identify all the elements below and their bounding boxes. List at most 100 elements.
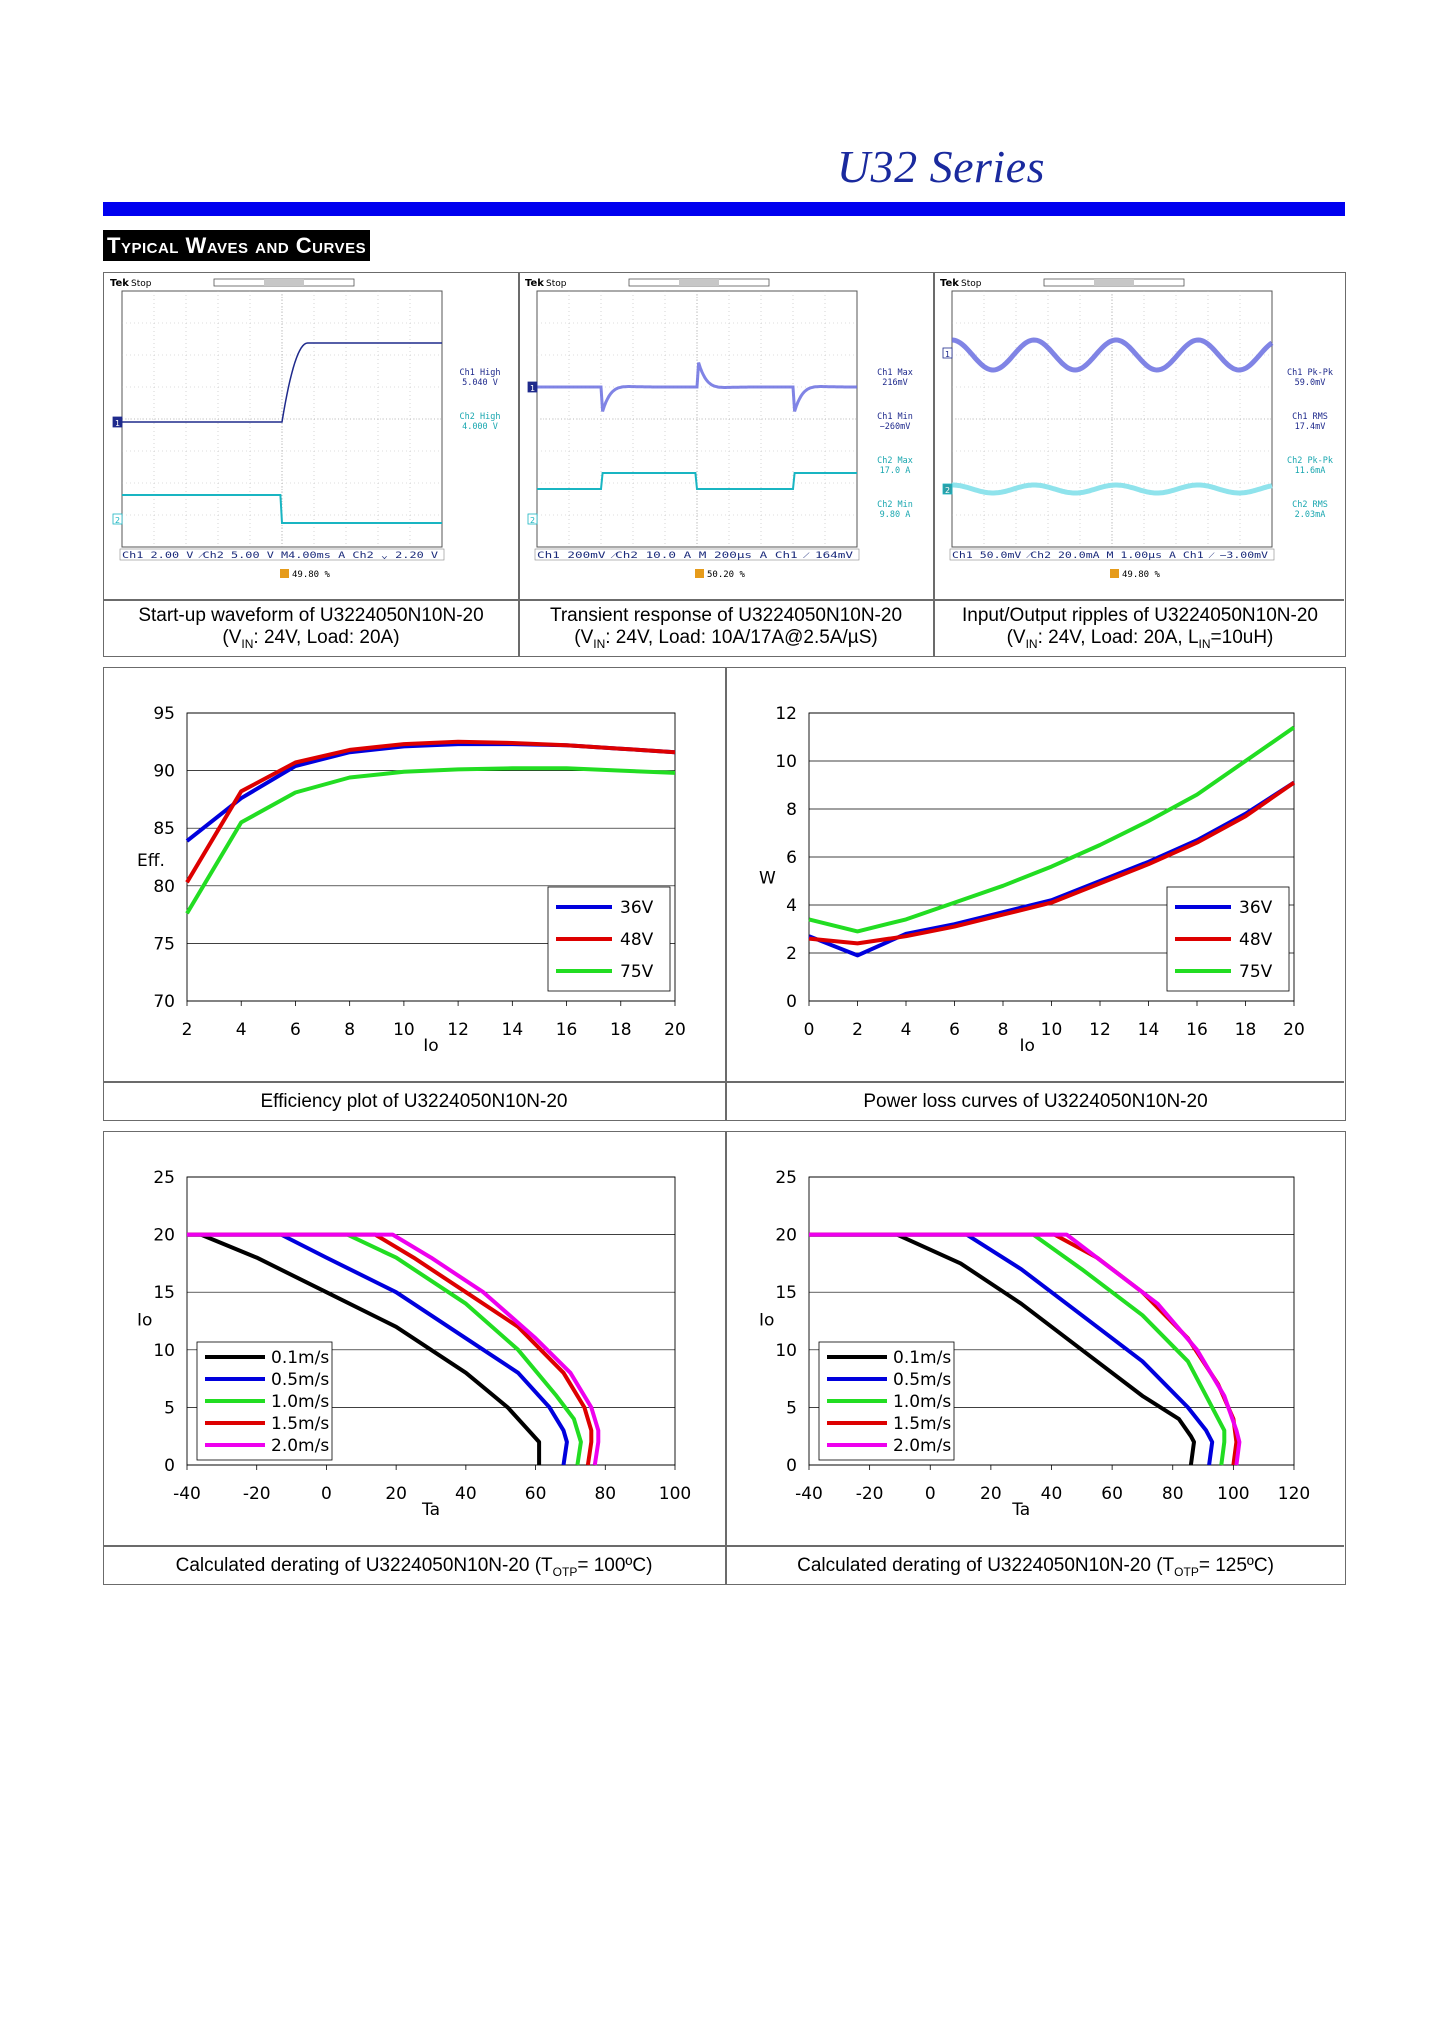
chart-series-line	[809, 1232, 1196, 1466]
chart-xtick-label: 14	[502, 1020, 524, 1040]
chart-legend-label: 1.5m/s	[893, 1414, 951, 1434]
chart-xtick-label: 18	[1235, 1020, 1257, 1040]
chart-series-line	[808, 725, 1296, 934]
scope-readout-label: Ch1 Min	[877, 412, 913, 422]
scope-readout-label: Ch2 RMS	[1292, 500, 1328, 510]
chart-xtick-label: 10	[1041, 1020, 1063, 1040]
chart-xtick-label: 4	[236, 1020, 247, 1040]
header-rule	[103, 202, 1345, 216]
chart-xtick-label: -40	[795, 1484, 823, 1504]
chart-xtick-label: 18	[610, 1020, 632, 1040]
chart-series-line	[187, 1232, 601, 1466]
derating-caption-rule	[104, 1545, 1344, 1547]
scope-status-text: Ch1 200mV ⁄Ch2 10.0 A M 200µs A Ch1 ⁄ 16…	[537, 551, 853, 561]
scope-caption-rule	[104, 599, 1344, 601]
chart-xtick-label: 20	[980, 1484, 1002, 1504]
chart-xtick-label: -40	[173, 1484, 201, 1504]
chart-plot-area	[186, 712, 676, 1002]
scope-readout-label: Ch2 High	[460, 412, 501, 422]
chart-series-line	[185, 742, 676, 843]
chart-xtick-label: 120	[1278, 1484, 1310, 1504]
chart-xtick-label: 0	[321, 1484, 332, 1504]
chart-ytick-label: 75	[153, 934, 175, 954]
chart-xtick-label: 20	[664, 1020, 686, 1040]
section-heading: Typical Waves and Curves	[103, 230, 371, 261]
chart-legend-label: 2.0m/s	[271, 1436, 329, 1456]
scope-readout-label: Ch1 Max	[877, 368, 913, 378]
chart-x-axis-label: Io	[423, 1036, 438, 1056]
chart-series-line	[187, 1232, 583, 1466]
chart-xtick-label: 8	[344, 1020, 355, 1040]
scope-ch1-trace	[122, 342, 442, 423]
chart-xtick-label: 100	[1217, 1484, 1249, 1504]
caption-startup-line1: Start-up waveform of U3224050N10N-20	[138, 605, 484, 626]
scope-readout-label: Ch1 RMS	[1292, 412, 1328, 422]
caption-transient-line1: Transient response of U3224050N10N-20	[549, 605, 903, 626]
scope-readout-value: 216mV	[882, 378, 908, 388]
caption-ripple: Input/Output ripples of U3224050N10N-20 …	[934, 605, 1346, 655]
scope-ch2-marker	[112, 513, 123, 525]
derating-divider	[725, 1132, 727, 1584]
scope-status-bar	[949, 548, 1275, 561]
chart-xtick-label: 40	[455, 1484, 477, 1504]
chart-x-axis-label: Io	[1020, 1036, 1035, 1056]
chart-xtick-label: 16	[1186, 1020, 1208, 1040]
scope-ch1-marker-label: 1	[530, 384, 535, 393]
chart-legend-label: 0.5m/s	[271, 1370, 329, 1390]
scope-readout-value: 11.6mA	[1295, 466, 1326, 476]
chart-xtick-label: 12	[1089, 1020, 1111, 1040]
chart-xtick-label: 60	[1101, 1484, 1123, 1504]
scope-ch1-marker	[942, 347, 953, 359]
chart-legend-label: 1.5m/s	[271, 1414, 329, 1434]
scope-readout-value: 17.4mV	[1295, 422, 1326, 432]
chart-xtick-label: -20	[856, 1484, 884, 1504]
scope-state-label: Stop	[546, 279, 567, 289]
chart-legend-label: 0.5m/s	[893, 1370, 951, 1390]
derating-125-chart: 0 5 10 15 20 25 -40 -20 0 20 40 60 80 100 120 Ta Io 0.1m/…	[759, 1168, 1310, 1520]
caption-transient: Transient response of U3224050N10N-20 (V…	[519, 605, 933, 655]
chart-legend-label: 0.1m/s	[893, 1348, 951, 1368]
chart-xtick-label: 60	[525, 1484, 547, 1504]
scope-record-window	[264, 279, 304, 286]
scope-tek-label: Tek	[940, 278, 959, 289]
curves-divider	[725, 668, 727, 1120]
chart-legend-label: 36V	[1239, 898, 1273, 918]
scope-record-window	[679, 279, 719, 286]
chart-series-line	[808, 780, 1296, 958]
chart-y-axis-label: Eff.	[137, 851, 165, 871]
chart-ytick-label: 25	[775, 1168, 797, 1188]
chart-legend-label: 48V	[1239, 930, 1273, 950]
chart-series-line	[185, 739, 676, 884]
scope-readout-label: Ch1 High	[460, 368, 501, 378]
scope-status-text: Ch1 2.00 V ⁄Ch2 5.00 V M4.00ms A Ch2 ⌄ 2…	[122, 551, 438, 561]
scope-readout-value: 5.040 V	[462, 378, 498, 388]
chart-ytick-label: 5	[786, 1398, 797, 1418]
scope-trigpos-marker	[1110, 569, 1119, 578]
scope-tek-label: Tek	[525, 278, 544, 289]
scope-ch1-marker	[112, 416, 123, 428]
chart-xtick-label: 14	[1138, 1020, 1160, 1040]
caption-ripple-line2: (VIN: 24V, Load: 20A, LIN=10uH)	[1006, 627, 1274, 651]
chart-xtick-label: 16	[556, 1020, 578, 1040]
scope-ch2-trace	[537, 472, 857, 490]
chart-legend-label: 36V	[620, 898, 654, 918]
scope-readout-label: Ch2 Max	[877, 456, 913, 466]
chart-ytick-label: 12	[775, 704, 797, 724]
scope-ch1-marker-label: 1	[945, 350, 950, 359]
chart-ytick-label: 15	[775, 1283, 797, 1303]
chart-xtick-label: 0	[804, 1020, 815, 1040]
curves-panel: 70 75 80 85 90 95 2 4 6 8 10 12 14 16 18 20 Io Eff. 36V 48V…	[103, 667, 1346, 1121]
chart-legend-label: 75V	[620, 962, 654, 982]
chart-ytick-label: 4	[786, 896, 797, 916]
chart-xtick-label: 80	[594, 1484, 616, 1504]
derating-100-chart: 0 5 10 15 20 25 -40 -20 0 20 40 60 80 100 Ta Io 0.1m/s0.…	[137, 1168, 691, 1520]
scope-divider-1	[518, 273, 520, 656]
caption-power-loss: Power loss curves of U3224050N10N-20	[863, 1091, 1208, 1112]
scope-state-label: Stop	[961, 279, 982, 289]
chart-legend-label: 48V	[620, 930, 654, 950]
chart-legend-label: 1.0m/s	[271, 1392, 329, 1412]
chart-xtick-label: 0	[925, 1484, 936, 1504]
scope-readout-value: 17.0 A	[880, 466, 911, 476]
scope-trigpos-marker	[280, 569, 289, 578]
